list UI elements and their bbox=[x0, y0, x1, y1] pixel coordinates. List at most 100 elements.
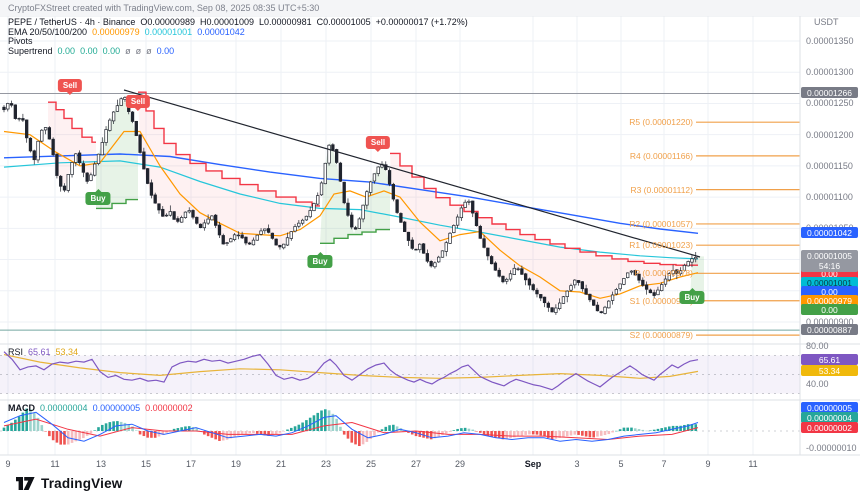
legend-value: H0.00001009 bbox=[199, 17, 255, 27]
legend-value: 0.00 bbox=[102, 45, 121, 56]
rsi-legend-row[interactable]: RSI 65.61 53.34 bbox=[8, 347, 78, 357]
supertrend-legend-row[interactable]: Supertrend 0.00 0.00 0.00 ø ø ø 0.00 bbox=[8, 45, 468, 57]
axis-price-badge: 65.61 bbox=[801, 354, 858, 365]
attribution-bar: CryptoFXStreet created with TradingView.… bbox=[0, 0, 860, 16]
time-axis-label: 7 bbox=[661, 459, 667, 469]
time-axis-label: 17 bbox=[185, 459, 197, 469]
axis-price-badge: 0.00000887 bbox=[801, 324, 858, 335]
legend-value: C0.00001005 bbox=[316, 17, 371, 27]
time-axis-label: 29 bbox=[454, 459, 466, 469]
pivot-label-r3: R3 (0.00001112) bbox=[630, 184, 693, 195]
sell-signal-marker: Sell bbox=[57, 79, 83, 92]
time-axis-label: Sep bbox=[524, 459, 542, 469]
legend-value: 0.00000979 bbox=[92, 26, 140, 37]
price-axis-label: 0.00001250 bbox=[806, 98, 854, 109]
rsi-values: 65.61 53.34 bbox=[23, 347, 78, 357]
pivot-label-s1: S1 (0.00000934) bbox=[629, 295, 693, 306]
legend-value: 0.00 bbox=[57, 45, 76, 56]
time-axis-label: 13 bbox=[95, 459, 107, 469]
tradingview-logo[interactable]: TradingView bbox=[16, 476, 122, 491]
time-axis-label: 9 bbox=[705, 459, 711, 469]
time-axis-label: 15 bbox=[140, 459, 152, 469]
legend-value: ø bbox=[135, 45, 142, 56]
legend-value: ø bbox=[125, 45, 131, 56]
axis-price-badge: 0.00000005 bbox=[801, 402, 858, 413]
tradingview-logo-icon bbox=[16, 477, 35, 490]
supertrend-values: 0.00 0.00 0.00 ø ø ø 0.00 bbox=[53, 46, 175, 56]
bar-countdown: 54:16 bbox=[818, 261, 841, 271]
macd-axis-label: -0.00000010 bbox=[806, 443, 857, 453]
last-price-badge: 0.00001005 54:16 bbox=[801, 250, 858, 272]
time-axis-label: 3 bbox=[574, 459, 580, 469]
time-axis-label: 19 bbox=[230, 459, 242, 469]
pivot-label-r5: R5 (0.00001220) bbox=[629, 117, 693, 128]
legend-value: 0.00000004 bbox=[40, 403, 88, 413]
legend-value: 0.00 bbox=[156, 45, 175, 56]
legend-value: L0.00000981 bbox=[259, 17, 312, 27]
time-axis-label: 11 bbox=[50, 459, 60, 469]
time-axis-label: 27 bbox=[410, 459, 422, 469]
macd-legend-row[interactable]: MACD 0.00000004 0.00000005 0.00000002 bbox=[8, 403, 193, 413]
rsi-label: RSI bbox=[8, 347, 24, 357]
buy-signal-marker: Buy bbox=[679, 291, 705, 304]
axis-price-badge: 0.00000004 bbox=[801, 412, 858, 423]
axis-price-badge: 0.00001266 bbox=[801, 87, 858, 98]
legend-value: 0.00000002 bbox=[145, 403, 193, 413]
last-price-value: 0.00001005 bbox=[807, 251, 852, 261]
tradingview-logo-text: TradingView bbox=[41, 476, 123, 491]
legend-value: O0.00000989 bbox=[140, 17, 195, 27]
pivots-legend-row[interactable]: Pivots bbox=[8, 36, 468, 47]
pivot-label-r4: R4 (0.00001166) bbox=[629, 150, 693, 161]
legend-value: 0.00001042 bbox=[197, 26, 245, 37]
axis-price-badge: 0.00001042 bbox=[801, 227, 858, 238]
axis-price-badge: 0.00000002 bbox=[801, 422, 858, 433]
axis-price-badge: 0.00001001 bbox=[801, 277, 858, 288]
time-axis-label: 23 bbox=[320, 459, 332, 469]
supertrend-label: Supertrend bbox=[8, 45, 53, 56]
legend-value: 0.00000005 bbox=[92, 403, 141, 413]
time-axis-label: 21 bbox=[275, 459, 287, 469]
pivot-label-r1: R1 (0.00001023) bbox=[629, 240, 693, 251]
time-axis-label: 9 bbox=[5, 459, 11, 469]
ema-legend-row[interactable]: EMA 20/50/100/200 0.00000979 0.00001001 0.0… bbox=[8, 26, 468, 38]
legend-value: 53.34 bbox=[55, 347, 79, 357]
symbol-legend-row[interactable]: PEPE / TetherUS · 4h · Binance O0.0000098… bbox=[8, 17, 468, 28]
rsi-axis-label: 80.00 bbox=[806, 341, 829, 351]
time-axis-label: 5 bbox=[618, 459, 624, 469]
legend-value: ø bbox=[146, 45, 152, 56]
sell-signal-marker: Sell bbox=[365, 136, 391, 149]
price-axis-label: 0.00001150 bbox=[806, 160, 853, 171]
buy-signal-marker: Buy bbox=[307, 255, 333, 268]
axis-price-badge: 0.00 bbox=[801, 304, 858, 315]
price-axis-label: 0.00001300 bbox=[806, 67, 854, 78]
currency-label: USDT bbox=[814, 17, 839, 27]
pivots-label: Pivots bbox=[8, 36, 33, 47]
rsi-axis-label: 40.00 bbox=[806, 379, 829, 389]
symbol-title: PEPE / TetherUS · 4h · Binance bbox=[8, 17, 136, 27]
axis-price-badge: 0.00 bbox=[801, 268, 858, 279]
pivot-label-s2: S2 (0.00000879) bbox=[629, 330, 693, 341]
time-axis-label: 25 bbox=[365, 459, 377, 469]
time-axis-label: 11 bbox=[748, 459, 758, 469]
axis-price-badge: 0.00 bbox=[801, 286, 858, 297]
ema-values: 0.00000979 0.00001001 0.00001042 bbox=[87, 27, 245, 37]
legend-value: 0.00 bbox=[80, 45, 98, 56]
pivot-label-r2: R2 (0.00001057) bbox=[629, 218, 693, 229]
pivot-label-p: P (0.00000978) bbox=[634, 268, 693, 279]
macd-label: MACD bbox=[8, 403, 35, 413]
axis-price-badge: 53.34 bbox=[801, 365, 858, 376]
buy-signal-marker: Buy bbox=[85, 192, 111, 205]
sell-signal-marker: Sell bbox=[125, 95, 151, 108]
legend-value: 0.00001001 bbox=[144, 26, 193, 37]
legend-value: +0.00000017 (+1.72%) bbox=[375, 17, 468, 27]
indicator-legend: PEPE / TetherUS · 4h · Binance O0.0000098… bbox=[8, 17, 468, 57]
legend-value: 65.61 bbox=[28, 347, 51, 357]
macd-values: 0.00000004 0.00000005 0.00000002 bbox=[35, 403, 193, 413]
attribution-text: CryptoFXStreet created with TradingView.… bbox=[8, 3, 320, 13]
ema-label: EMA 20/50/100/200 bbox=[8, 26, 88, 37]
price-axis-label: 0.00001100 bbox=[806, 192, 853, 203]
price-axis-label: 0.00001200 bbox=[806, 129, 854, 140]
ohlc-values: O0.00000989 H0.00001009 L0.00000981 C0.0000… bbox=[135, 17, 467, 27]
